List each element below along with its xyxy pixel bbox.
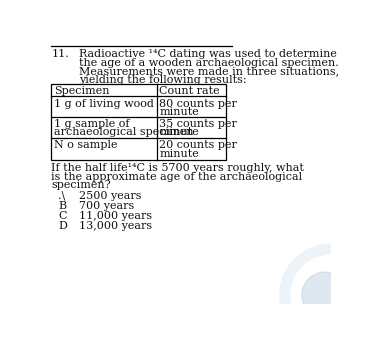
Bar xyxy=(157,138,226,160)
Text: 11.: 11. xyxy=(52,49,69,59)
Text: D: D xyxy=(59,221,67,231)
Text: yielding the following results:: yielding the following results: xyxy=(78,75,246,85)
Text: 700 years: 700 years xyxy=(78,201,134,211)
Text: Measurements were made in three situations,: Measurements were made in three situatio… xyxy=(78,66,339,77)
Text: minute: minute xyxy=(159,149,199,159)
Text: 35 counts per: 35 counts per xyxy=(159,119,237,129)
Text: 2500 years: 2500 years xyxy=(78,191,141,201)
Ellipse shape xyxy=(302,272,348,318)
Text: B: B xyxy=(59,201,67,211)
Text: is the approximate age of the archaeological: is the approximate age of the archaeolog… xyxy=(52,172,302,182)
Text: N o sample: N o sample xyxy=(54,140,117,150)
Text: the age of a wooden archaeological specimen.: the age of a wooden archaeological speci… xyxy=(78,57,338,68)
Text: Specimen: Specimen xyxy=(54,87,109,96)
Text: .\: .\ xyxy=(59,191,66,201)
Text: 13,000 years: 13,000 years xyxy=(78,221,152,231)
Text: 20 counts per: 20 counts per xyxy=(159,140,237,150)
Text: Radioactive ¹⁴C dating was used to determine: Radioactive ¹⁴C dating was used to deter… xyxy=(78,49,336,59)
Text: 11,000 years: 11,000 years xyxy=(78,211,152,221)
Text: C: C xyxy=(59,211,67,221)
Text: archaeological specimen: archaeological specimen xyxy=(54,127,193,137)
Text: specimen?: specimen? xyxy=(52,181,111,190)
Text: minute: minute xyxy=(159,107,199,117)
Text: 1 g sample of: 1 g sample of xyxy=(54,119,129,129)
Text: 1 g of living wood: 1 g of living wood xyxy=(54,99,153,109)
Text: minute: minute xyxy=(159,127,199,137)
Text: If the half life¹⁴C is 5700 years roughly, what: If the half life¹⁴C is 5700 years roughl… xyxy=(52,163,304,173)
Bar xyxy=(52,84,226,160)
Text: 80 counts per: 80 counts per xyxy=(159,99,237,109)
Text: Count rate: Count rate xyxy=(159,87,220,96)
